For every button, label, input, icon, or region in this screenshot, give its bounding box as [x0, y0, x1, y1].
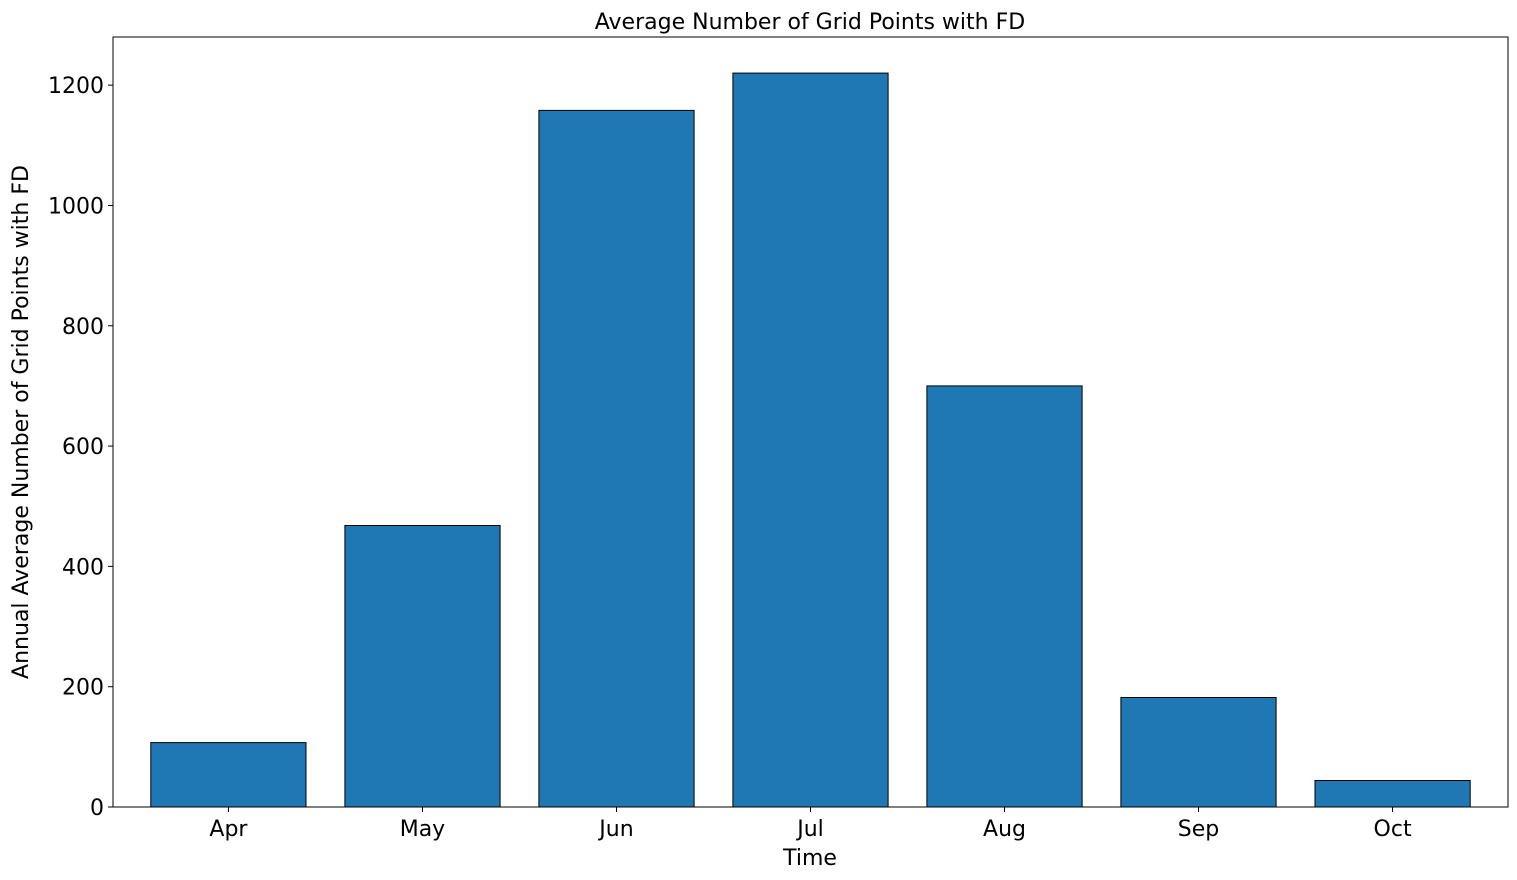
bar-may [344, 525, 501, 808]
x-axis-label: Time [782, 846, 837, 871]
x-axis-ticks: Apr May Jun Jul Aug Sep Oct [209, 807, 1412, 842]
bar-oct [1314, 780, 1471, 808]
bar-jun [538, 109, 695, 808]
chart-title: Average Number of Grid Points with FD [595, 10, 1025, 35]
y-axis-label: Annual Average Number of Grid Points wit… [9, 165, 34, 679]
x-tick-label: Jul [795, 817, 824, 842]
y-tick-label: 1200 [48, 74, 104, 99]
y-axis-ticks: 0 200 400 600 800 1000 1200 [48, 74, 113, 821]
y-tick-label: 200 [62, 676, 104, 701]
y-tick-label: 800 [62, 315, 104, 340]
y-tick-label: 600 [62, 435, 104, 460]
x-tick-label: May [400, 817, 445, 842]
bar-aug [926, 385, 1083, 808]
bar-sep [1120, 697, 1277, 808]
bars-group [150, 72, 1471, 808]
y-tick-label: 400 [62, 555, 104, 580]
bar-jul [732, 72, 889, 808]
y-tick-label: 1000 [48, 194, 104, 219]
x-tick-label: Jun [597, 817, 633, 842]
x-tick-label: Aug [983, 817, 1026, 842]
x-tick-label: Sep [1178, 817, 1219, 842]
x-tick-label: Apr [209, 817, 248, 842]
y-tick-label: 0 [90, 796, 104, 821]
bar-apr [150, 742, 307, 808]
x-tick-label: Oct [1374, 817, 1412, 842]
